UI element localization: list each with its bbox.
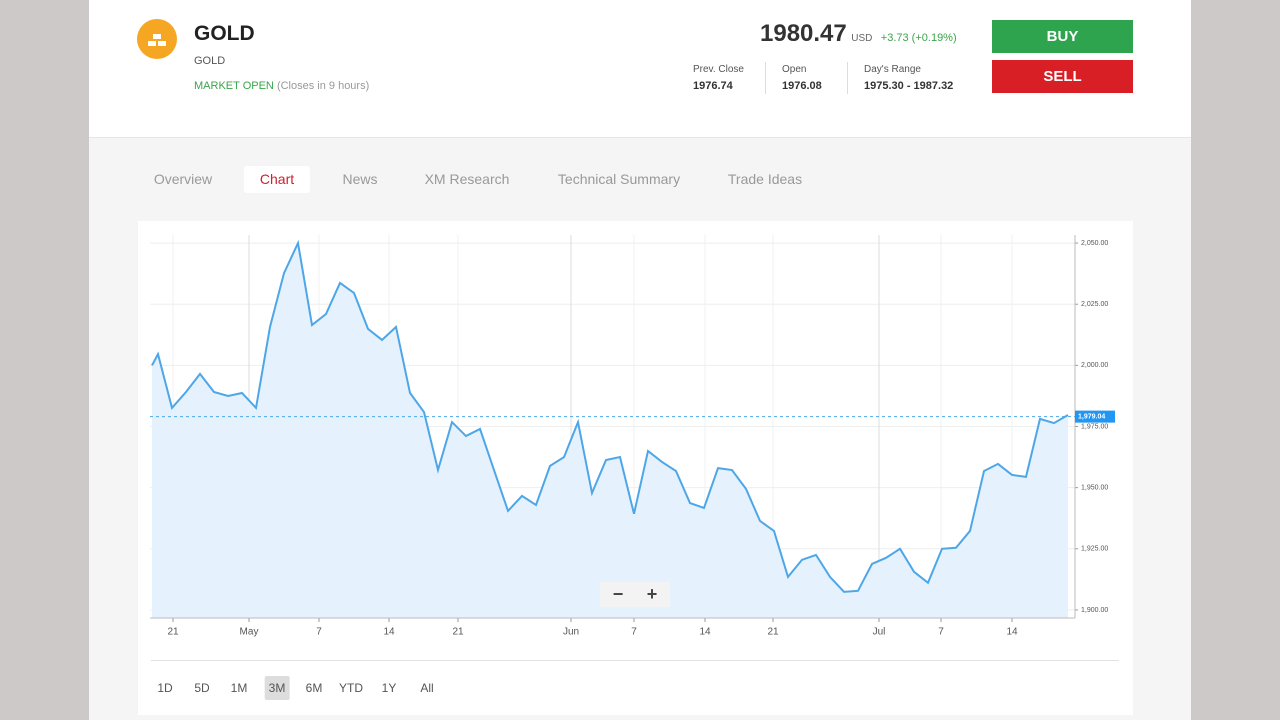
- y-tick-label: 2,000.00: [1081, 362, 1108, 369]
- y-tick-label: 1,900.00: [1081, 607, 1108, 614]
- range-button[interactable]: All: [420, 681, 434, 695]
- tab[interactable]: Chart: [243, 166, 311, 193]
- x-tick-label: 21: [167, 627, 179, 638]
- last-price-box: [1075, 410, 1115, 423]
- range-button[interactable]: 5D: [194, 681, 210, 695]
- x-tick-label: May: [240, 627, 259, 638]
- x-tick-label: 7: [938, 627, 944, 638]
- x-tick-label: 14: [1006, 627, 1018, 638]
- range-button[interactable]: 3M: [264, 676, 290, 700]
- stat-value: 1975.30 - 1987.32: [864, 80, 954, 92]
- buy-button[interactable]: BUY: [992, 20, 1133, 53]
- y-tick-label: 1,950.00: [1081, 484, 1108, 491]
- gold-icon: [137, 19, 177, 59]
- x-tick-label: Jun: [563, 627, 579, 638]
- currency: USD: [851, 33, 873, 44]
- stat-divider: [765, 62, 766, 94]
- range-button[interactable]: 6M: [305, 681, 323, 695]
- tab[interactable]: Trade Ideas: [727, 171, 803, 187]
- x-tick-label: 14: [383, 627, 395, 638]
- stat-value: 1976.08: [782, 80, 822, 92]
- x-tick-label: 7: [631, 627, 637, 638]
- x-tick-label: 14: [699, 627, 711, 638]
- x-tick-label: 21: [767, 627, 779, 638]
- zoom-group: [600, 582, 670, 607]
- last-price-label: 1,979.04: [1078, 413, 1105, 420]
- closes-in: (Closes in 9 hours): [276, 80, 370, 92]
- range-button[interactable]: 1Y: [381, 681, 397, 695]
- tab[interactable]: Technical Summary: [557, 171, 681, 187]
- range-button[interactable]: 1M: [230, 681, 248, 695]
- stat-divider: [847, 62, 848, 94]
- y-tick-label: 2,025.00: [1081, 301, 1108, 308]
- stat-label: Day's Range: [864, 64, 921, 75]
- instrument-name: GOLD: [194, 55, 226, 67]
- y-tick-label: 1,925.00: [1081, 546, 1108, 553]
- separator: [151, 660, 1119, 661]
- x-tick-label: Jul: [873, 627, 886, 638]
- zoom-button[interactable]: −: [613, 584, 624, 604]
- market-status: MARKET OPEN: [194, 80, 274, 92]
- sell-button[interactable]: SELL: [992, 60, 1133, 93]
- chart: 1,900.00 1,925.00 1,950.00 1,975.00 2,000.00…: [150, 235, 1115, 638]
- tab[interactable]: News: [342, 171, 378, 187]
- range-button[interactable]: YTD: [339, 681, 363, 695]
- symbol: GOLD: [194, 22, 255, 45]
- y-tick-label: 2,050.00: [1081, 240, 1108, 247]
- stat-label: Prev. Close: [693, 64, 744, 75]
- stat-label: Open: [782, 64, 807, 75]
- tab[interactable]: XM Research: [424, 171, 510, 187]
- stat-value: 1976.74: [693, 80, 733, 92]
- tab[interactable]: Overview: [153, 171, 213, 187]
- x-tick-label: 21: [452, 627, 464, 638]
- change: +3.73 (+0.19%): [880, 32, 957, 44]
- range-button[interactable]: 1D: [157, 681, 173, 695]
- line: [151, 239, 1069, 593]
- price: 1980.47: [760, 20, 847, 47]
- area: [152, 243, 1068, 619]
- y-tick-label: 1,975.00: [1081, 423, 1108, 430]
- zoom-button[interactable]: +: [647, 584, 658, 604]
- x-tick-label: 7: [316, 627, 322, 638]
